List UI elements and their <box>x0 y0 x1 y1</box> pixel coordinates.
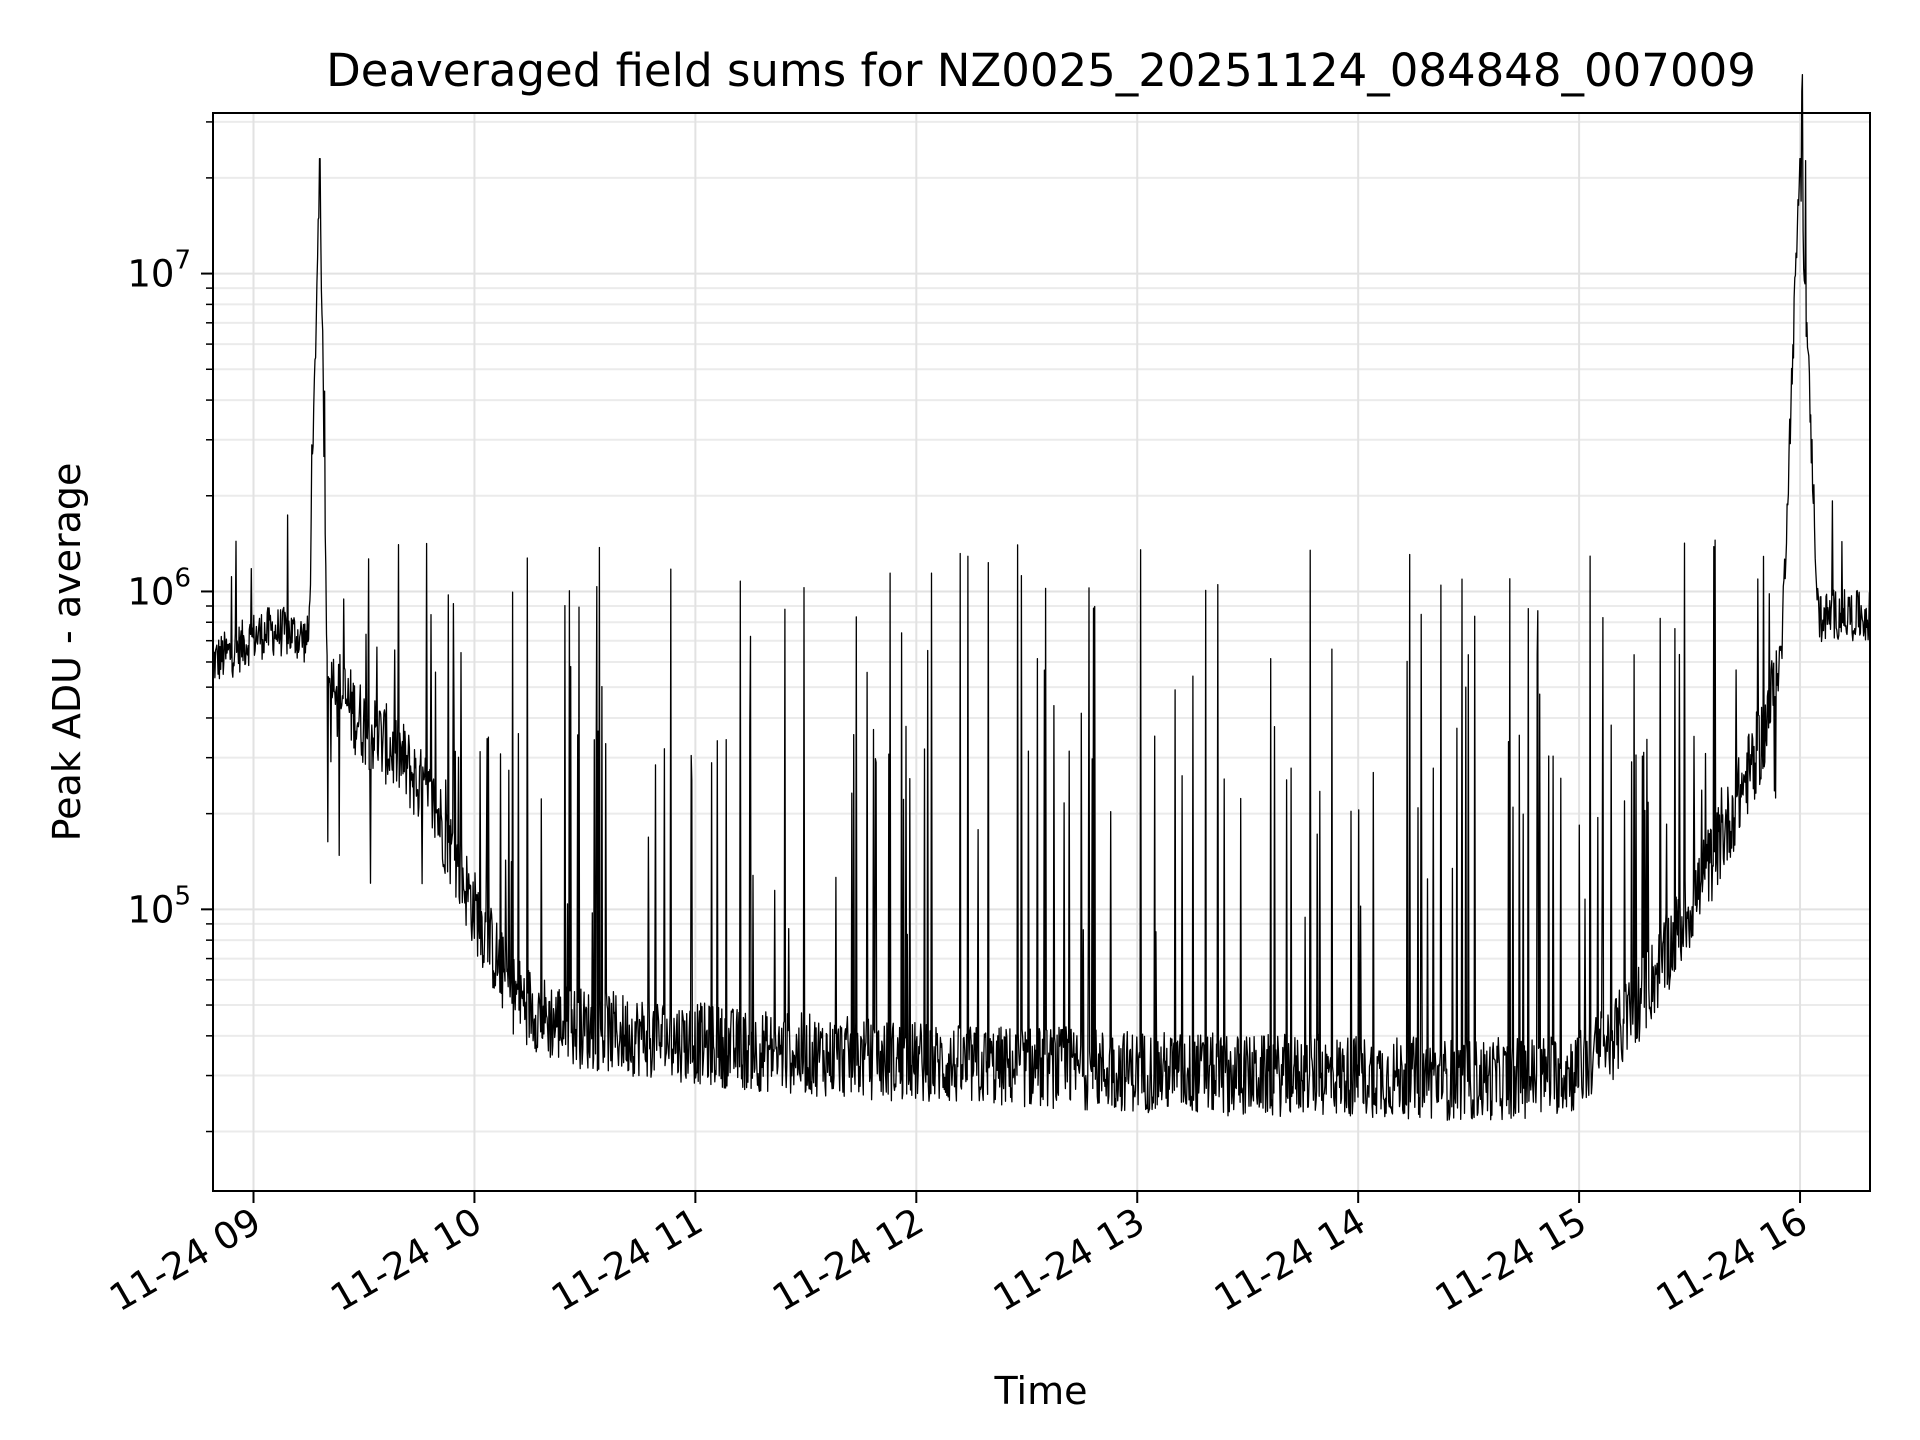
y-tick-label: 105 <box>127 881 191 931</box>
chart-title: Deaveraged field sums for NZ0025_2025112… <box>326 44 1756 97</box>
axes-frame <box>212 112 1871 1192</box>
y-tick-label: 106 <box>127 563 191 613</box>
y-tick-labels: 105 106 107 <box>127 246 191 932</box>
series-line <box>212 73 1871 1121</box>
y-tick-label: 107 <box>127 246 191 296</box>
y-axis-label: Peak ADU - average <box>45 463 89 842</box>
x-axis-label: Time <box>994 1369 1088 1413</box>
axis-ticks <box>201 121 1802 1203</box>
